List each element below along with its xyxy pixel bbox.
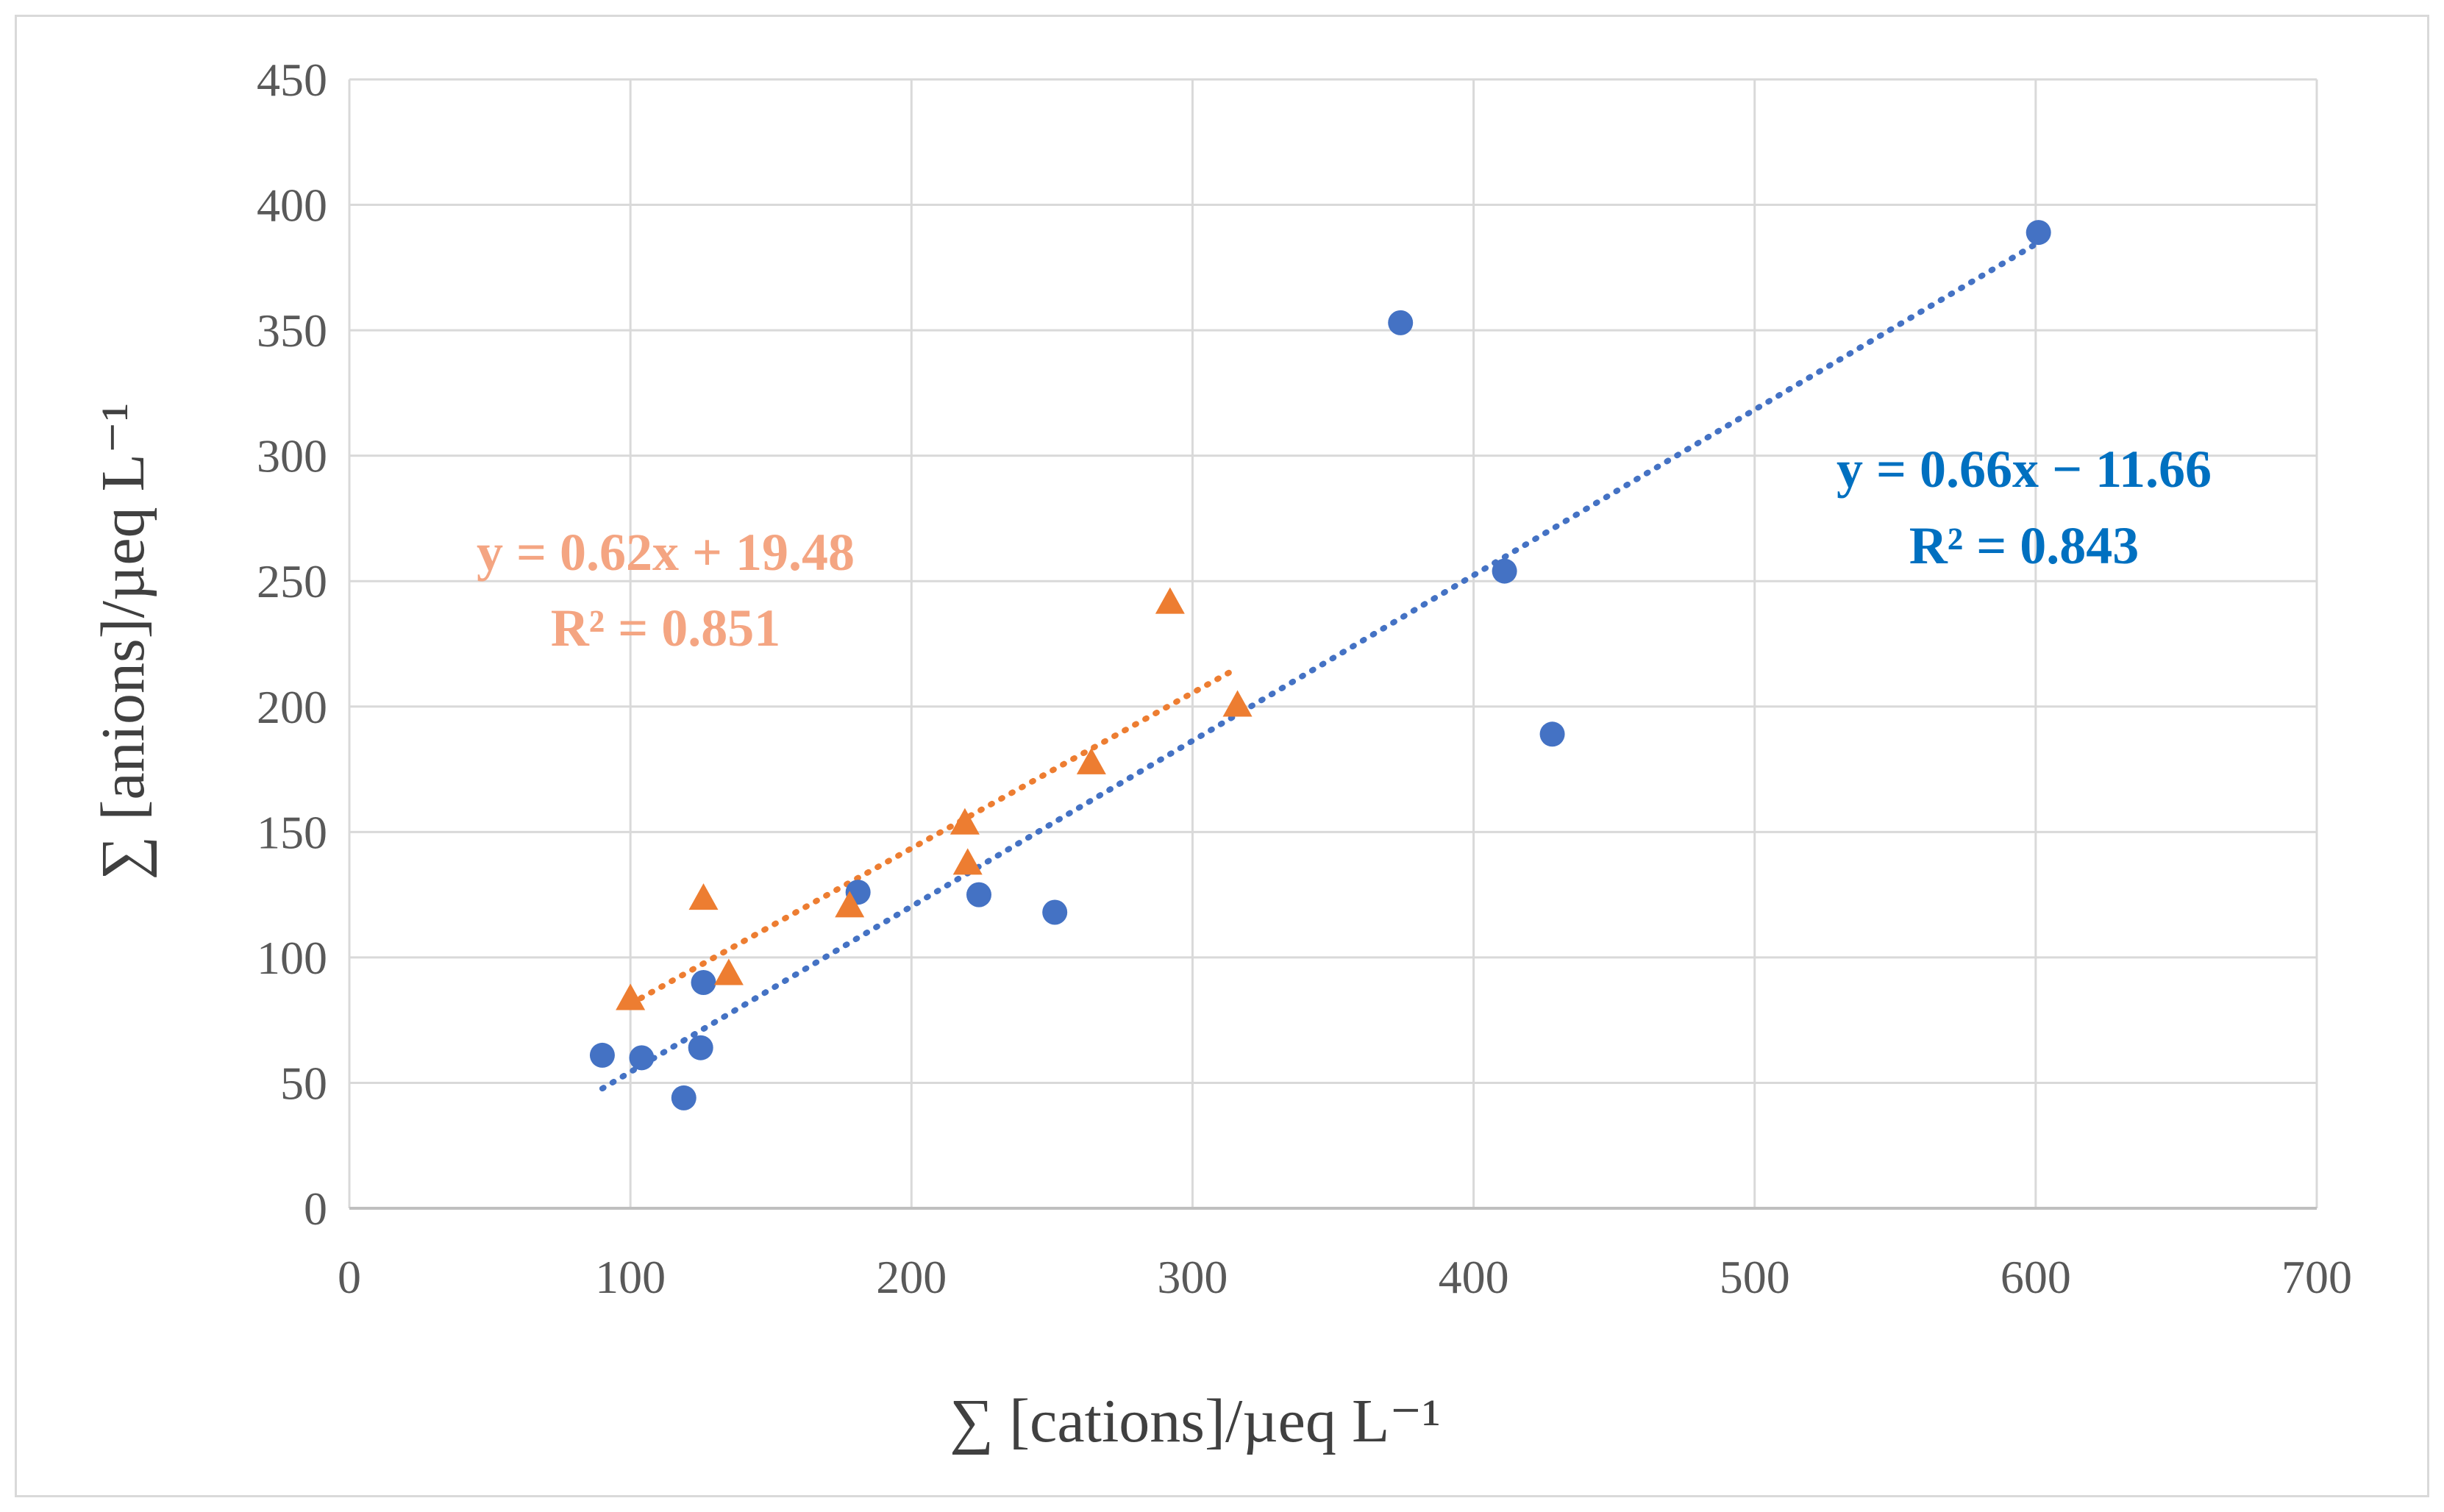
tick-label-layer: 0 50 100 150 200 250 300 350 400 450 0 100 200 300 400…	[257, 54, 2352, 1303]
circles-point-1	[629, 1045, 655, 1071]
triangles-trendline	[627, 665, 1241, 1008]
grid-layer	[348, 78, 2318, 1210]
x-tick-label-400: 400	[1439, 1251, 1509, 1303]
triangles-point-5	[952, 848, 983, 875]
blue-trendline-equation: y = 0.66x − 11.66	[1836, 440, 2212, 499]
chart-frame	[15, 15, 2429, 1497]
triangles-point-4	[950, 807, 980, 835]
triangles-point-0	[616, 983, 646, 1010]
y-tick-label-50: 50	[280, 1057, 327, 1109]
y-axis-title: ∑ [anions]/µeq L⁻¹	[89, 403, 157, 880]
x-tick-label-300: 300	[1157, 1251, 1228, 1303]
y-tick-label-0: 0	[304, 1183, 327, 1235]
y-tick-label-450: 450	[257, 54, 327, 106]
y-tick-label-150: 150	[257, 806, 327, 858]
circles-point-2	[671, 1085, 696, 1110]
y-tick-label-200: 200	[257, 681, 327, 733]
blue-trendline-r-squared: R² = 0.843	[1909, 516, 2140, 575]
circles-trendline	[599, 239, 2042, 1092]
y-tick-label-400: 400	[257, 179, 327, 232]
circles-point-0	[589, 1042, 615, 1068]
x-tick-label-200: 200	[876, 1251, 947, 1303]
trendline-layer	[599, 239, 2042, 1092]
points-layer	[589, 220, 2051, 1110]
x-tick-label-700: 700	[2281, 1251, 2352, 1303]
y-tick-label-350: 350	[257, 304, 327, 357]
triangles-point-2	[713, 958, 744, 985]
circles-point-10	[1539, 721, 1565, 747]
triangles-point-6	[1076, 747, 1106, 774]
circles-point-3	[688, 1035, 713, 1060]
x-tick-label-100: 100	[595, 1251, 666, 1303]
x-tick-label-500: 500	[1720, 1251, 1790, 1303]
orange-trendline-equation: y = 0.62x + 19.48	[477, 523, 855, 582]
y-tick-label-250: 250	[257, 555, 327, 607]
circles-point-7	[1042, 899, 1068, 925]
circles-point-4	[691, 970, 716, 995]
x-axis-title: ∑ [cations]/µeq L⁻¹	[950, 1387, 1441, 1455]
circles-point-8	[1388, 310, 1414, 335]
orange-trendline-r-squared: R² = 0.851	[551, 599, 781, 657]
triangles-point-3	[835, 891, 865, 918]
triangles-point-1	[688, 883, 719, 910]
circles-point-11	[2026, 220, 2051, 246]
triangles-point-8	[1222, 690, 1253, 717]
y-tick-label-300: 300	[257, 430, 327, 482]
x-tick-label-0: 0	[338, 1251, 361, 1303]
circles-point-9	[1492, 558, 1517, 584]
x-tick-label-600: 600	[2001, 1251, 2071, 1303]
circles-point-6	[966, 882, 991, 907]
triangles-point-7	[1155, 587, 1185, 614]
y-tick-label-100: 100	[257, 932, 327, 984]
